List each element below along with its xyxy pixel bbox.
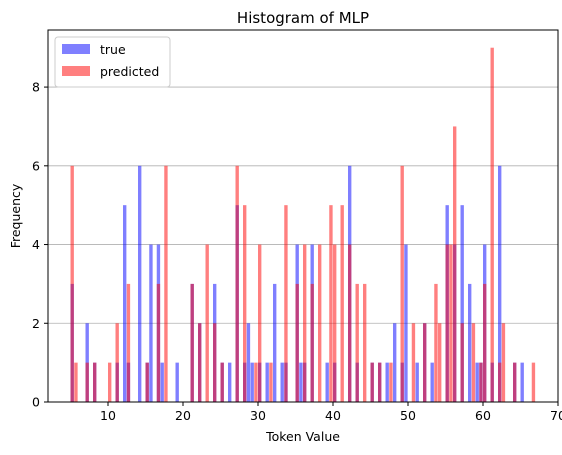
- bar-predicted: [74, 362, 78, 402]
- bar-predicted: [303, 244, 307, 402]
- bar-predicted: [108, 362, 112, 402]
- bar-predicted: [213, 323, 217, 402]
- bar-predicted: [501, 323, 506, 402]
- y-tick-label: 4: [32, 237, 40, 252]
- bar-predicted: [423, 323, 427, 402]
- x-tick-label: 10: [100, 408, 116, 423]
- bar-predicted: [434, 283, 438, 402]
- bar-predicted: [93, 362, 97, 402]
- bar-true: [250, 362, 254, 402]
- bar-predicted: [205, 244, 209, 402]
- legend-label-true: true: [100, 42, 126, 57]
- bar-predicted: [389, 362, 393, 402]
- bar-predicted: [243, 205, 247, 402]
- bar-true: [430, 362, 434, 402]
- bar-predicted: [145, 362, 149, 402]
- bar-predicted: [449, 244, 453, 402]
- bar-predicted: [85, 362, 89, 402]
- bar-true: [175, 362, 179, 402]
- y-axis-label: Frequency: [8, 183, 23, 248]
- bar-predicted: [479, 362, 483, 402]
- bar-predicted: [438, 323, 442, 402]
- bar-predicted: [198, 323, 202, 402]
- bar-predicted: [295, 283, 299, 402]
- x-axis-ticks: 10 20 30 40 50 60 70: [100, 402, 562, 423]
- x-tick-label: 40: [325, 408, 341, 423]
- x-axis-label: Token Value: [265, 429, 340, 444]
- bar-predicted: [269, 362, 273, 402]
- bar-true: [325, 362, 329, 402]
- bar-predicted: [411, 323, 416, 402]
- bar-true: [385, 362, 389, 402]
- x-tick-label: 70: [550, 408, 562, 423]
- bar-predicted: [164, 165, 168, 402]
- bar-true: [149, 244, 153, 402]
- y-tick-label: 8: [32, 80, 40, 95]
- bar-predicted: [284, 205, 288, 402]
- bar-true: [246, 323, 251, 402]
- bar-predicted: [126, 283, 131, 402]
- bar-predicted: [340, 205, 344, 402]
- bar-true: [123, 205, 127, 402]
- bar-true: [138, 165, 142, 402]
- bar-predicted: [483, 283, 487, 402]
- bar-true: [415, 362, 419, 402]
- bar-true: [520, 362, 524, 402]
- bar-true: [228, 362, 232, 402]
- bar-true: [460, 205, 464, 402]
- bar-predicted: [513, 362, 517, 402]
- legend-swatch-predicted: [62, 66, 90, 76]
- bar-predicted: [220, 362, 224, 402]
- bar-predicted: [363, 283, 367, 402]
- bar-true: [498, 165, 502, 402]
- bar-predicted: [370, 362, 374, 402]
- bar-predicted: [70, 165, 74, 402]
- bar-predicted: [333, 244, 337, 402]
- legend-label-predicted: predicted: [100, 64, 159, 79]
- bar-true: [265, 362, 269, 402]
- bar-true: [299, 362, 303, 402]
- chart-title: Histogram of MLP: [237, 9, 369, 27]
- bar-true: [393, 323, 397, 402]
- x-tick-label: 30: [250, 408, 266, 423]
- bar-true: [404, 244, 408, 402]
- bar-predicted: [258, 244, 262, 402]
- bar-predicted: [235, 165, 239, 402]
- bar-predicted: [254, 362, 258, 402]
- bar-predicted: [310, 283, 314, 402]
- bar-predicted: [471, 323, 476, 402]
- y-axis-ticks: 0 2 4 6 8: [32, 80, 48, 410]
- bar-true: [160, 362, 164, 402]
- x-tick-label: 60: [475, 408, 491, 423]
- bar-predicted: [190, 283, 194, 402]
- bar-predicted: [400, 165, 404, 402]
- bar-predicted: [445, 244, 449, 402]
- plot-area-frame: [47, 29, 559, 403]
- x-tick-label: 50: [400, 408, 416, 423]
- bar-true: [273, 283, 277, 402]
- x-tick-label: 20: [175, 408, 191, 423]
- bar-true: [280, 362, 284, 402]
- bar-predicted: [490, 47, 494, 403]
- legend-swatch-true: [62, 44, 90, 54]
- bar-predicted: [378, 362, 382, 402]
- y-tick-label: 6: [32, 158, 40, 173]
- y-tick-label: 2: [32, 316, 40, 331]
- bar-predicted: [355, 283, 359, 402]
- bar-predicted: [531, 362, 536, 402]
- bar-predicted: [453, 126, 457, 402]
- bar-predicted: [115, 323, 119, 402]
- legend: true predicted: [54, 36, 171, 88]
- bar-predicted: [318, 244, 322, 402]
- series-predicted-bars: [70, 47, 536, 403]
- bar-predicted: [156, 283, 161, 402]
- bar-true: [475, 362, 479, 402]
- y-tick-label: 0: [32, 395, 40, 410]
- bar-predicted: [498, 362, 502, 402]
- bar-predicted: [329, 205, 333, 402]
- bar-predicted: [460, 323, 464, 402]
- bar-true: [468, 283, 472, 402]
- bar-predicted: [348, 244, 352, 402]
